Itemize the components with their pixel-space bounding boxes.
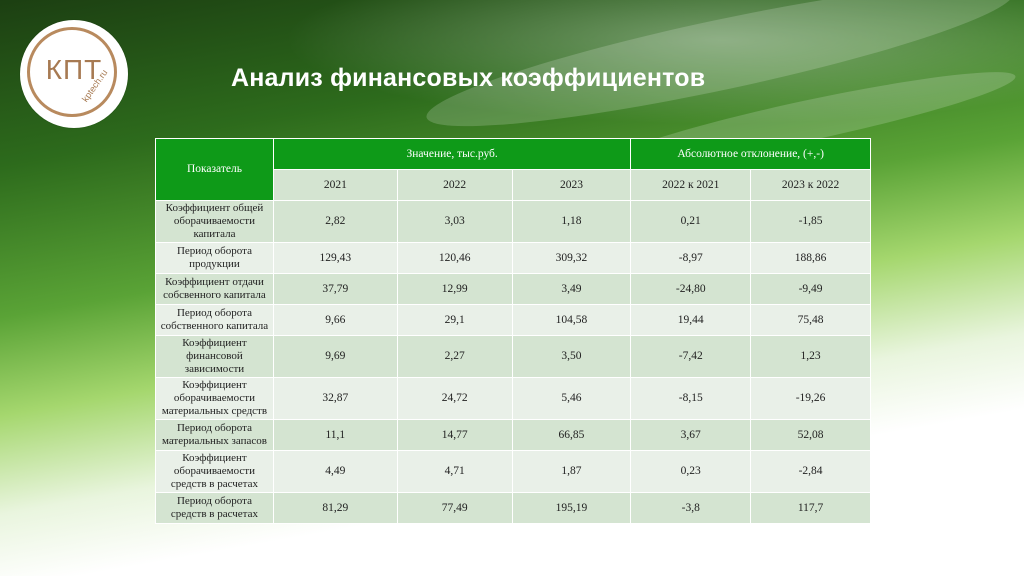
table-row: Период оборота материальных запасов 11,1 1… <box>155 419 871 451</box>
table-row: Коэффициент финансовой зависимости 9,69 2,… <box>155 335 871 378</box>
table-row: Период оборота собственного капитала 9,66… <box>155 304 871 336</box>
value-2022: 24,72 <box>396 377 513 420</box>
table-row: Коэффициент общей оборачиваемости капита… <box>155 200 871 243</box>
deviation-2022-2021: -3,8 <box>630 492 752 524</box>
value-2022: 4,71 <box>396 450 513 493</box>
header-value-group: Значение, тыс.руб. <box>272 138 632 170</box>
header-year: 2022 <box>396 169 513 201</box>
table-row: Коэффициент оборачиваемости средств в ра… <box>155 450 871 493</box>
header-deviation: 2022 к 2021 <box>630 169 752 201</box>
deviation-2023-2022: -19,26 <box>750 377 871 420</box>
value-2021: 9,66 <box>272 304 398 336</box>
value-2023: 195,19 <box>511 492 632 524</box>
value-2022: 77,49 <box>396 492 513 524</box>
header-deviation: 2023 к 2022 <box>750 169 871 201</box>
deviation-2022-2021: -8,97 <box>630 242 752 274</box>
deviation-2023-2022: 188,86 <box>750 242 871 274</box>
ratios-table: Показатель Значение, тыс.руб. Абсолютное… <box>155 138 871 524</box>
value-2023: 1,87 <box>511 450 632 493</box>
value-2022: 2,27 <box>396 335 513 378</box>
row-label: Коэффициент оборачиваемости средств в ра… <box>155 450 274 493</box>
table-row: Коэффициент отдачи собсвенного капитала 3… <box>155 273 871 305</box>
row-label: Период оборота материальных запасов <box>155 419 274 451</box>
deviation-2023-2022: 117,7 <box>750 492 871 524</box>
deviation-2023-2022: 52,08 <box>750 419 871 451</box>
row-label: Коэффициент оборачиваемости материальных… <box>155 377 274 420</box>
deviation-2022-2021: -8,15 <box>630 377 752 420</box>
value-2022: 120,46 <box>396 242 513 274</box>
row-label: Коэффициент общей оборачиваемости капита… <box>155 200 274 243</box>
logo-ring <box>27 27 117 117</box>
value-2021: 37,79 <box>272 273 398 305</box>
value-2021: 32,87 <box>272 377 398 420</box>
value-2021: 4,49 <box>272 450 398 493</box>
deviation-2022-2021: 3,67 <box>630 419 752 451</box>
value-2023: 1,18 <box>511 200 632 243</box>
value-2022: 29,1 <box>396 304 513 336</box>
row-label: Период оборота средств в расчетах <box>155 492 274 524</box>
deviation-2022-2021: 19,44 <box>630 304 752 336</box>
value-2021: 81,29 <box>272 492 398 524</box>
value-2021: 9,69 <box>272 335 398 378</box>
deviation-2023-2022: -9,49 <box>750 273 871 305</box>
value-2021: 11,1 <box>272 419 398 451</box>
deviation-2023-2022: 75,48 <box>750 304 871 336</box>
value-2022: 14,77 <box>396 419 513 451</box>
company-logo: КПТ kptech.ru <box>20 20 128 128</box>
value-2023: 309,32 <box>511 242 632 274</box>
deviation-2023-2022: -2,84 <box>750 450 871 493</box>
slide-title: Анализ финансовых коэффициентов <box>231 64 706 92</box>
header-deviation-group: Абсолютное отклонение, (+,-) <box>630 138 871 170</box>
header-year: 2023 <box>511 169 632 201</box>
value-2023: 66,85 <box>511 419 632 451</box>
logo-text: КПТ <box>45 54 103 85</box>
deviation-2023-2022: 1,23 <box>750 335 871 378</box>
value-2021: 129,43 <box>272 242 398 274</box>
row-label: Период оборота продукции <box>155 242 274 274</box>
value-2021: 2,82 <box>272 200 398 243</box>
deviation-2022-2021: 0,21 <box>630 200 752 243</box>
value-2023: 3,49 <box>511 273 632 305</box>
table-row: Период оборота продукции 129,43 120,46 309,… <box>155 242 871 274</box>
row-label: Период оборота собственного капитала <box>155 304 274 336</box>
value-2023: 5,46 <box>511 377 632 420</box>
value-2022: 3,03 <box>396 200 513 243</box>
table-row: Период оборота средств в расчетах 81,29 77… <box>155 492 871 524</box>
deviation-2023-2022: -1,85 <box>750 200 871 243</box>
deviation-2022-2021: -24,80 <box>630 273 752 305</box>
deviation-2022-2021: -7,42 <box>630 335 752 378</box>
value-2023: 104,58 <box>511 304 632 336</box>
table-row: Коэффициент оборачиваемости материальных… <box>155 377 871 420</box>
header-indicator: Показатель <box>155 138 274 201</box>
header-year: 2021 <box>272 169 398 201</box>
value-2023: 3,50 <box>511 335 632 378</box>
row-label: Коэффициент отдачи собсвенного капитала <box>155 273 274 305</box>
value-2022: 12,99 <box>396 273 513 305</box>
row-label: Коэффициент финансовой зависимости <box>155 335 274 378</box>
deviation-2022-2021: 0,23 <box>630 450 752 493</box>
